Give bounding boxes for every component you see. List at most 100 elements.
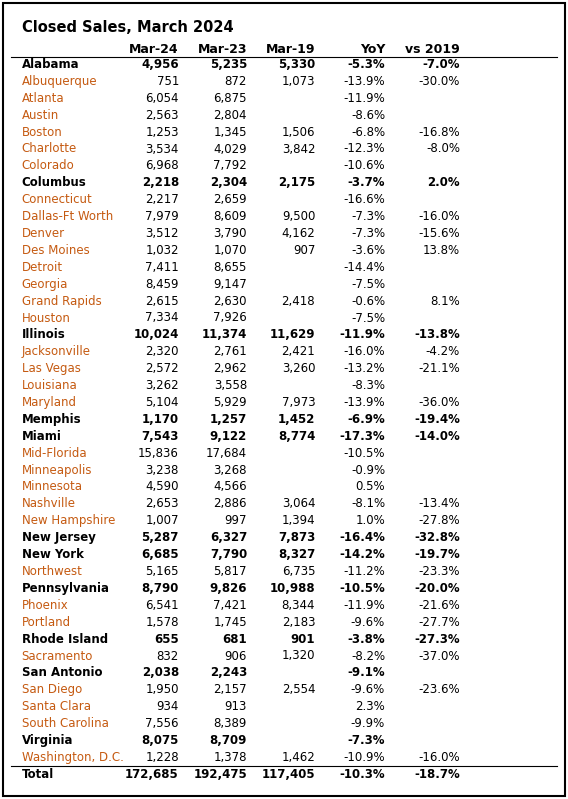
Text: 5,817: 5,817 [214,565,247,578]
Text: 6,875: 6,875 [214,92,247,105]
Text: -16.8%: -16.8% [419,125,460,138]
Text: 2.0%: 2.0% [428,177,460,189]
Text: 1,950: 1,950 [145,683,179,696]
Text: -20.0%: -20.0% [415,582,460,595]
Text: Closed Sales, March 2024: Closed Sales, March 2024 [22,20,233,35]
Text: 2,653: 2,653 [145,498,179,511]
Text: YoY: YoY [360,43,385,56]
Text: Jacksonville: Jacksonville [22,345,90,358]
Text: 2,554: 2,554 [282,683,315,696]
Text: 906: 906 [225,650,247,662]
Text: Virginia: Virginia [22,734,73,747]
Text: 1,253: 1,253 [145,125,179,138]
Text: 15,836: 15,836 [138,447,179,459]
Text: -30.0%: -30.0% [419,75,460,88]
Text: -3.7%: -3.7% [348,177,385,189]
Text: Houston: Houston [22,312,70,324]
Text: Dallas-Ft Worth: Dallas-Ft Worth [22,210,113,223]
Text: -14.0%: -14.0% [414,430,460,443]
Text: -19.4%: -19.4% [414,413,460,426]
Text: 934: 934 [157,700,179,714]
Text: 3,260: 3,260 [282,362,315,376]
Text: 8,075: 8,075 [141,734,179,747]
Text: 1,073: 1,073 [282,75,315,88]
Text: 1,378: 1,378 [214,751,247,764]
Text: 1,578: 1,578 [145,616,179,629]
Text: -11.9%: -11.9% [339,328,385,341]
Text: -27.7%: -27.7% [418,616,460,629]
Text: Northwest: Northwest [22,565,82,578]
Text: -11.9%: -11.9% [343,598,385,612]
Text: -10.9%: -10.9% [344,751,385,764]
Text: 9,500: 9,500 [282,210,315,223]
Text: 2,421: 2,421 [282,345,315,358]
Text: Minneapolis: Minneapolis [22,463,92,476]
Text: 1,228: 1,228 [145,751,179,764]
Text: 7,979: 7,979 [145,210,179,223]
Text: 13.8%: 13.8% [423,244,460,257]
Text: -10.5%: -10.5% [339,582,385,595]
Text: New Jersey: New Jersey [22,531,95,544]
Text: San Antonio: San Antonio [22,666,102,679]
Text: Colorado: Colorado [22,159,74,173]
Text: -19.7%: -19.7% [414,548,460,561]
Text: 17,684: 17,684 [206,447,247,459]
Text: -0.9%: -0.9% [351,463,385,476]
Text: 907: 907 [293,244,315,257]
Text: 2,304: 2,304 [210,177,247,189]
Text: 1,345: 1,345 [214,125,247,138]
Text: 172,685: 172,685 [125,768,179,781]
Text: 681: 681 [223,633,247,646]
Text: -27.3%: -27.3% [415,633,460,646]
Text: 4,029: 4,029 [214,142,247,156]
Text: 7,411: 7,411 [145,260,179,274]
Text: Pennsylvania: Pennsylvania [22,582,110,595]
Text: Connecticut: Connecticut [22,193,93,206]
Text: 9,826: 9,826 [210,582,247,595]
Text: Nashville: Nashville [22,498,76,511]
Text: 1,170: 1,170 [142,413,179,426]
Text: -16.0%: -16.0% [344,345,385,358]
Text: 8,327: 8,327 [278,548,315,561]
Text: South Carolina: South Carolina [22,717,108,730]
Text: -21.1%: -21.1% [418,362,460,376]
Text: 751: 751 [157,75,179,88]
Text: Mar-24: Mar-24 [130,43,179,56]
Text: -11.2%: -11.2% [343,565,385,578]
Text: -7.0%: -7.0% [423,58,460,71]
Text: Las Vegas: Las Vegas [22,362,81,376]
Text: 8,459: 8,459 [145,278,179,291]
Text: -12.3%: -12.3% [344,142,385,156]
Text: 4,162: 4,162 [282,227,315,240]
Text: 7,556: 7,556 [145,717,179,730]
Text: -7.3%: -7.3% [348,734,385,747]
Text: 8,609: 8,609 [214,210,247,223]
Text: -37.0%: -37.0% [419,650,460,662]
Text: -14.4%: -14.4% [343,260,385,274]
Text: 3,842: 3,842 [282,142,315,156]
Text: -8.6%: -8.6% [351,109,385,121]
Text: Sacramento: Sacramento [22,650,93,662]
Text: 655: 655 [154,633,179,646]
Text: 3,790: 3,790 [214,227,247,240]
Text: -8.0%: -8.0% [426,142,460,156]
Text: -16.0%: -16.0% [419,210,460,223]
Text: New Hampshire: New Hampshire [22,515,115,527]
Text: -6.8%: -6.8% [351,125,385,138]
Text: 1,452: 1,452 [278,413,315,426]
Text: 2,804: 2,804 [214,109,247,121]
Text: Georgia: Georgia [22,278,68,291]
Text: 5,330: 5,330 [278,58,315,71]
Text: -7.3%: -7.3% [351,227,385,240]
Text: Miami: Miami [22,430,61,443]
Text: Boston: Boston [22,125,62,138]
Text: Santa Clara: Santa Clara [22,700,90,714]
Text: -16.6%: -16.6% [343,193,385,206]
Text: 1,257: 1,257 [210,413,247,426]
Text: 2.3%: 2.3% [356,700,385,714]
Text: 901: 901 [291,633,315,646]
Text: New York: New York [22,548,83,561]
Text: Columbus: Columbus [22,177,86,189]
Text: 3,262: 3,262 [145,379,179,392]
Text: 8,790: 8,790 [141,582,179,595]
